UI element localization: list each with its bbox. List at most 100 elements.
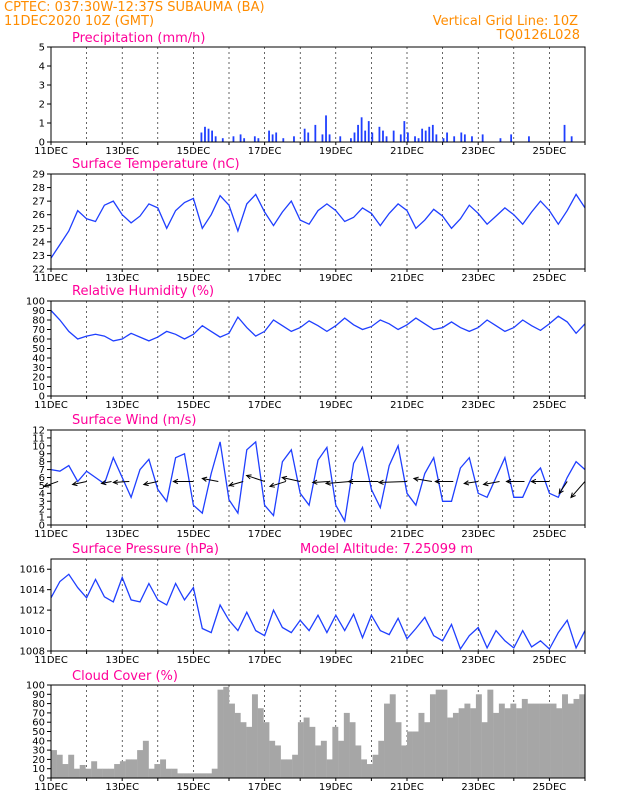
temperature-y-tick-label: 28 <box>32 183 45 194</box>
cloud-cover-bar <box>125 759 132 778</box>
wind-arrow <box>143 480 158 485</box>
precipitation-bar <box>293 136 295 142</box>
cloud-cover-bar <box>206 773 212 778</box>
precipitation-bar <box>357 124 359 142</box>
precipitation-bar <box>268 130 270 142</box>
wind-arrow-head <box>112 479 119 485</box>
pressure-x-tick-label: 19DEC <box>319 655 353 666</box>
precipitation-bar <box>528 136 530 142</box>
cloud-cover-bar <box>562 694 568 778</box>
cloud-cover-bar <box>487 689 494 778</box>
temperature-y-tick-label: 25 <box>32 224 45 235</box>
cloud-cover-bar <box>452 712 459 778</box>
wind-arrow-head <box>201 476 208 482</box>
cloud-cover-bar <box>171 768 178 778</box>
precipitation-bar <box>460 132 463 142</box>
model-altitude-label: Model Altitude: 7.25099 m <box>300 542 473 557</box>
wind-x-tick-label: 11DEC <box>34 529 68 540</box>
temperature-x-tick-label: 11DEC <box>34 273 68 284</box>
cloud-cover-bar <box>274 745 281 778</box>
humidity-x-tick-label: 17DEC <box>248 400 282 411</box>
cloud-cover-bar <box>412 731 419 778</box>
precipitation-title: Precipitation (mm/h) <box>72 31 205 46</box>
wind-arrow-head <box>100 480 107 486</box>
humidity-y-tick-label: 60 <box>32 335 45 346</box>
precipitation-y-tick-label: 5 <box>39 43 45 54</box>
precipitation-bar <box>243 138 246 142</box>
wind-y-tick-label: 6 <box>39 473 45 484</box>
precipitation-y-tick-label: 2 <box>39 100 45 111</box>
cloud-cover-bar <box>269 740 276 778</box>
wind-arrow-head <box>172 478 179 485</box>
cloud-cover-bar <box>579 694 586 778</box>
pressure-x-tick-label: 17DEC <box>248 655 282 666</box>
pressure-x-tick-label: 23DEC <box>461 655 495 666</box>
cloud-cover-bar <box>389 694 396 778</box>
precipitation-bar <box>421 128 424 142</box>
precipitation-bar <box>367 121 370 142</box>
precipitation-bar <box>214 136 217 142</box>
wind-arrow <box>269 480 287 487</box>
wind-arrow-head <box>347 478 354 485</box>
pressure-x-tick-label: 11DEC <box>34 655 68 666</box>
wind-x-tick-label: 23DEC <box>461 529 495 540</box>
precipitation-bar <box>360 117 363 142</box>
wind-arrow-head <box>281 475 288 481</box>
pressure-plot-frame <box>50 558 586 652</box>
cloud-cover-bar <box>361 759 368 778</box>
cloud-cover-bar <box>349 722 356 778</box>
cloud-cover-bar <box>194 773 201 778</box>
wind-arrow <box>312 480 329 483</box>
temperature-x-tick-label: 23DEC <box>461 273 495 284</box>
cloud-cover-bar <box>504 708 511 778</box>
cloud-cover-bar <box>516 708 523 778</box>
cloud-cover-bar <box>372 754 379 778</box>
wind-series-line <box>50 440 586 523</box>
cloud-cover-bar <box>401 745 408 778</box>
cloud-cover-bar <box>211 768 218 778</box>
precipitation-x-tick-label: 11DEC <box>34 146 68 157</box>
cloud-cover-y-tick-label: 20 <box>32 755 45 766</box>
wind-y-tick-label: 0 <box>39 521 45 532</box>
precipitation-bar <box>424 130 427 142</box>
cloud-cover-bar <box>573 698 580 778</box>
cloud-cover-x-tick-label: 23DEC <box>461 782 495 793</box>
pressure-x-tick-label: 13DEC <box>105 655 139 666</box>
cloud-cover-bar <box>96 768 103 778</box>
pressure-x-tick-label: 25DEC <box>533 655 567 666</box>
cloud-cover-bar <box>137 750 144 778</box>
wind-y-tick-label: 4 <box>39 489 45 500</box>
precipitation-bar <box>453 136 456 142</box>
cloud-cover-bar <box>332 726 339 778</box>
cloud-cover-bar <box>464 703 471 778</box>
wind-arrow-head <box>558 488 564 495</box>
humidity-x-tick-label: 15DEC <box>177 400 211 411</box>
precipitation-y-tick-label: 0 <box>39 138 45 149</box>
precipitation-bar <box>471 136 473 142</box>
cloud-cover-bar <box>297 722 304 778</box>
humidity-y-tick-label: 80 <box>32 316 45 327</box>
wind-arrow <box>325 480 351 484</box>
precipitation-bar <box>446 132 448 142</box>
precipitation-bar <box>499 138 502 142</box>
precipitation-bar <box>481 134 484 142</box>
wind-arrow-head <box>412 476 419 482</box>
cloud-cover-bar <box>355 745 362 778</box>
precipitation-bar <box>510 134 513 142</box>
header-run-date: 11DEC2020 10Z (GMT) <box>4 14 154 29</box>
cloud-cover-bar <box>217 689 224 778</box>
precipitation-bar <box>239 134 242 142</box>
wind-arrow-head <box>530 478 537 485</box>
wind-x-tick-label: 25DEC <box>533 529 567 540</box>
temperature-x-tick-label: 21DEC <box>390 273 424 284</box>
temperature-x-tick-label: 13DEC <box>105 273 139 284</box>
cloud-cover-bar <box>338 740 345 778</box>
wind-y-tick-label: 2 <box>39 505 45 516</box>
precipitation-bar <box>435 134 438 142</box>
cloud-cover-bar <box>418 712 425 778</box>
temperature-y-tick-label: 23 <box>32 251 45 262</box>
cloud-cover-bar <box>533 703 540 778</box>
precipitation-bar <box>407 132 409 142</box>
temperature-x-tick-label: 25DEC <box>533 273 567 284</box>
